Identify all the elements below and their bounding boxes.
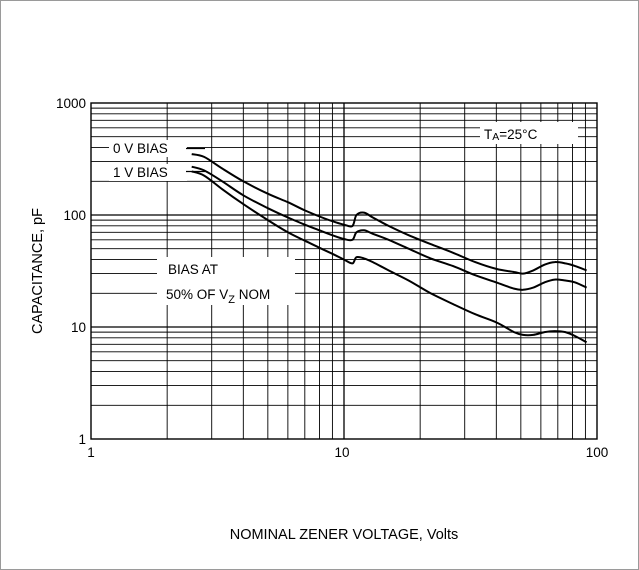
bias50-label-bg [157,257,295,305]
series-line-1 [191,165,588,291]
x-tick-label-100: 100 [586,445,609,460]
series-curves [191,153,588,344]
y-tick-label-10: 10 [71,320,86,335]
x-tick-label-1: 1 [87,445,95,460]
temperature-label: TA=25°C [484,127,538,143]
bias1-label: 1 V BIAS [113,165,168,180]
y-tick-label-1: 1 [78,432,86,447]
bias0-label: 0 V BIAS [113,141,168,156]
y-tick-label-1000: 1000 [56,96,86,111]
bias1-label-bg [109,164,187,181]
y-axis-title: CAPACITANCE, pF [30,208,46,334]
plot-border [90,102,598,440]
x-axis-title: NOMINAL ZENER VOLTAGE, Volts [230,527,459,543]
temperature-label-bg [480,122,578,144]
y-tick-label-100: 100 [63,208,86,223]
grid-lines [91,103,597,439]
series-line-2 [191,170,588,344]
bias0-label-bg [109,140,187,157]
bias50-label-line1: BIAS AT [168,262,218,277]
bias50-label-line2: 50% OF VZ NOM [166,287,270,306]
x-tick-label-10: 10 [334,445,349,460]
series-line-0 [191,153,587,275]
